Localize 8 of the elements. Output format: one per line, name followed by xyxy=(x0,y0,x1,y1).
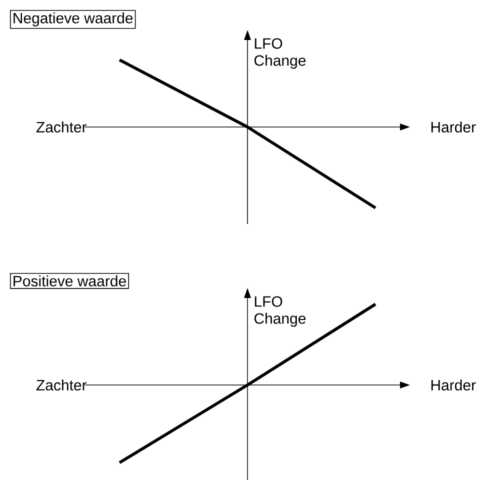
text: Harder xyxy=(431,121,476,132)
text: Harder xyxy=(431,379,476,391)
annotation: Zachter xyxy=(36,379,87,391)
chart-title: Positieve waarde xyxy=(14,275,126,286)
annotation: Zachter xyxy=(36,121,87,132)
chart-title: Negatieve waarde xyxy=(14,12,133,26)
y-axis-title: LFO Change xyxy=(254,296,306,327)
y-axis-title: LFO Change xyxy=(254,38,306,69)
